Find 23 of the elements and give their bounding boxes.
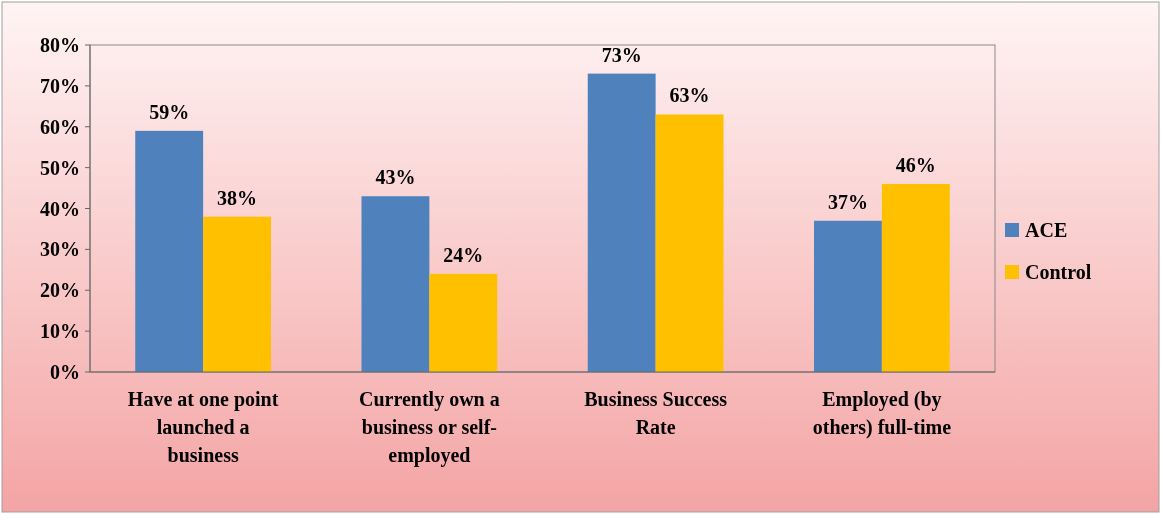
legend-label: ACE xyxy=(1025,219,1068,241)
y-tick-label: 70% xyxy=(40,74,80,97)
y-tick-label: 40% xyxy=(40,197,80,220)
data-label: 63% xyxy=(669,84,710,107)
data-label: 38% xyxy=(217,186,258,209)
x-tick-label: Currently own a business or self-employed xyxy=(359,388,500,467)
data-label: 37% xyxy=(827,190,868,213)
x-tick-label: Employed (by others) full-time xyxy=(812,388,952,439)
data-label: 46% xyxy=(895,153,936,176)
data-label: 43% xyxy=(375,166,416,189)
legend-label: Control xyxy=(1025,261,1092,283)
data-label: 24% xyxy=(443,243,484,266)
data-label: 73% xyxy=(601,43,642,66)
y-tick-label: 10% xyxy=(40,320,80,343)
y-tick-label: 30% xyxy=(40,238,80,261)
y-tick-label: 60% xyxy=(40,115,80,138)
y-tick-label: 80% xyxy=(40,34,80,56)
y-tick-label: 20% xyxy=(40,279,80,302)
y-tick-label: 0% xyxy=(50,361,80,383)
x-tick-label: Have at one point launched a business xyxy=(127,388,279,466)
x-tick-label: Business Success Rate xyxy=(584,388,728,438)
y-tick-label: 50% xyxy=(40,156,80,179)
data-label: 59% xyxy=(149,100,190,123)
